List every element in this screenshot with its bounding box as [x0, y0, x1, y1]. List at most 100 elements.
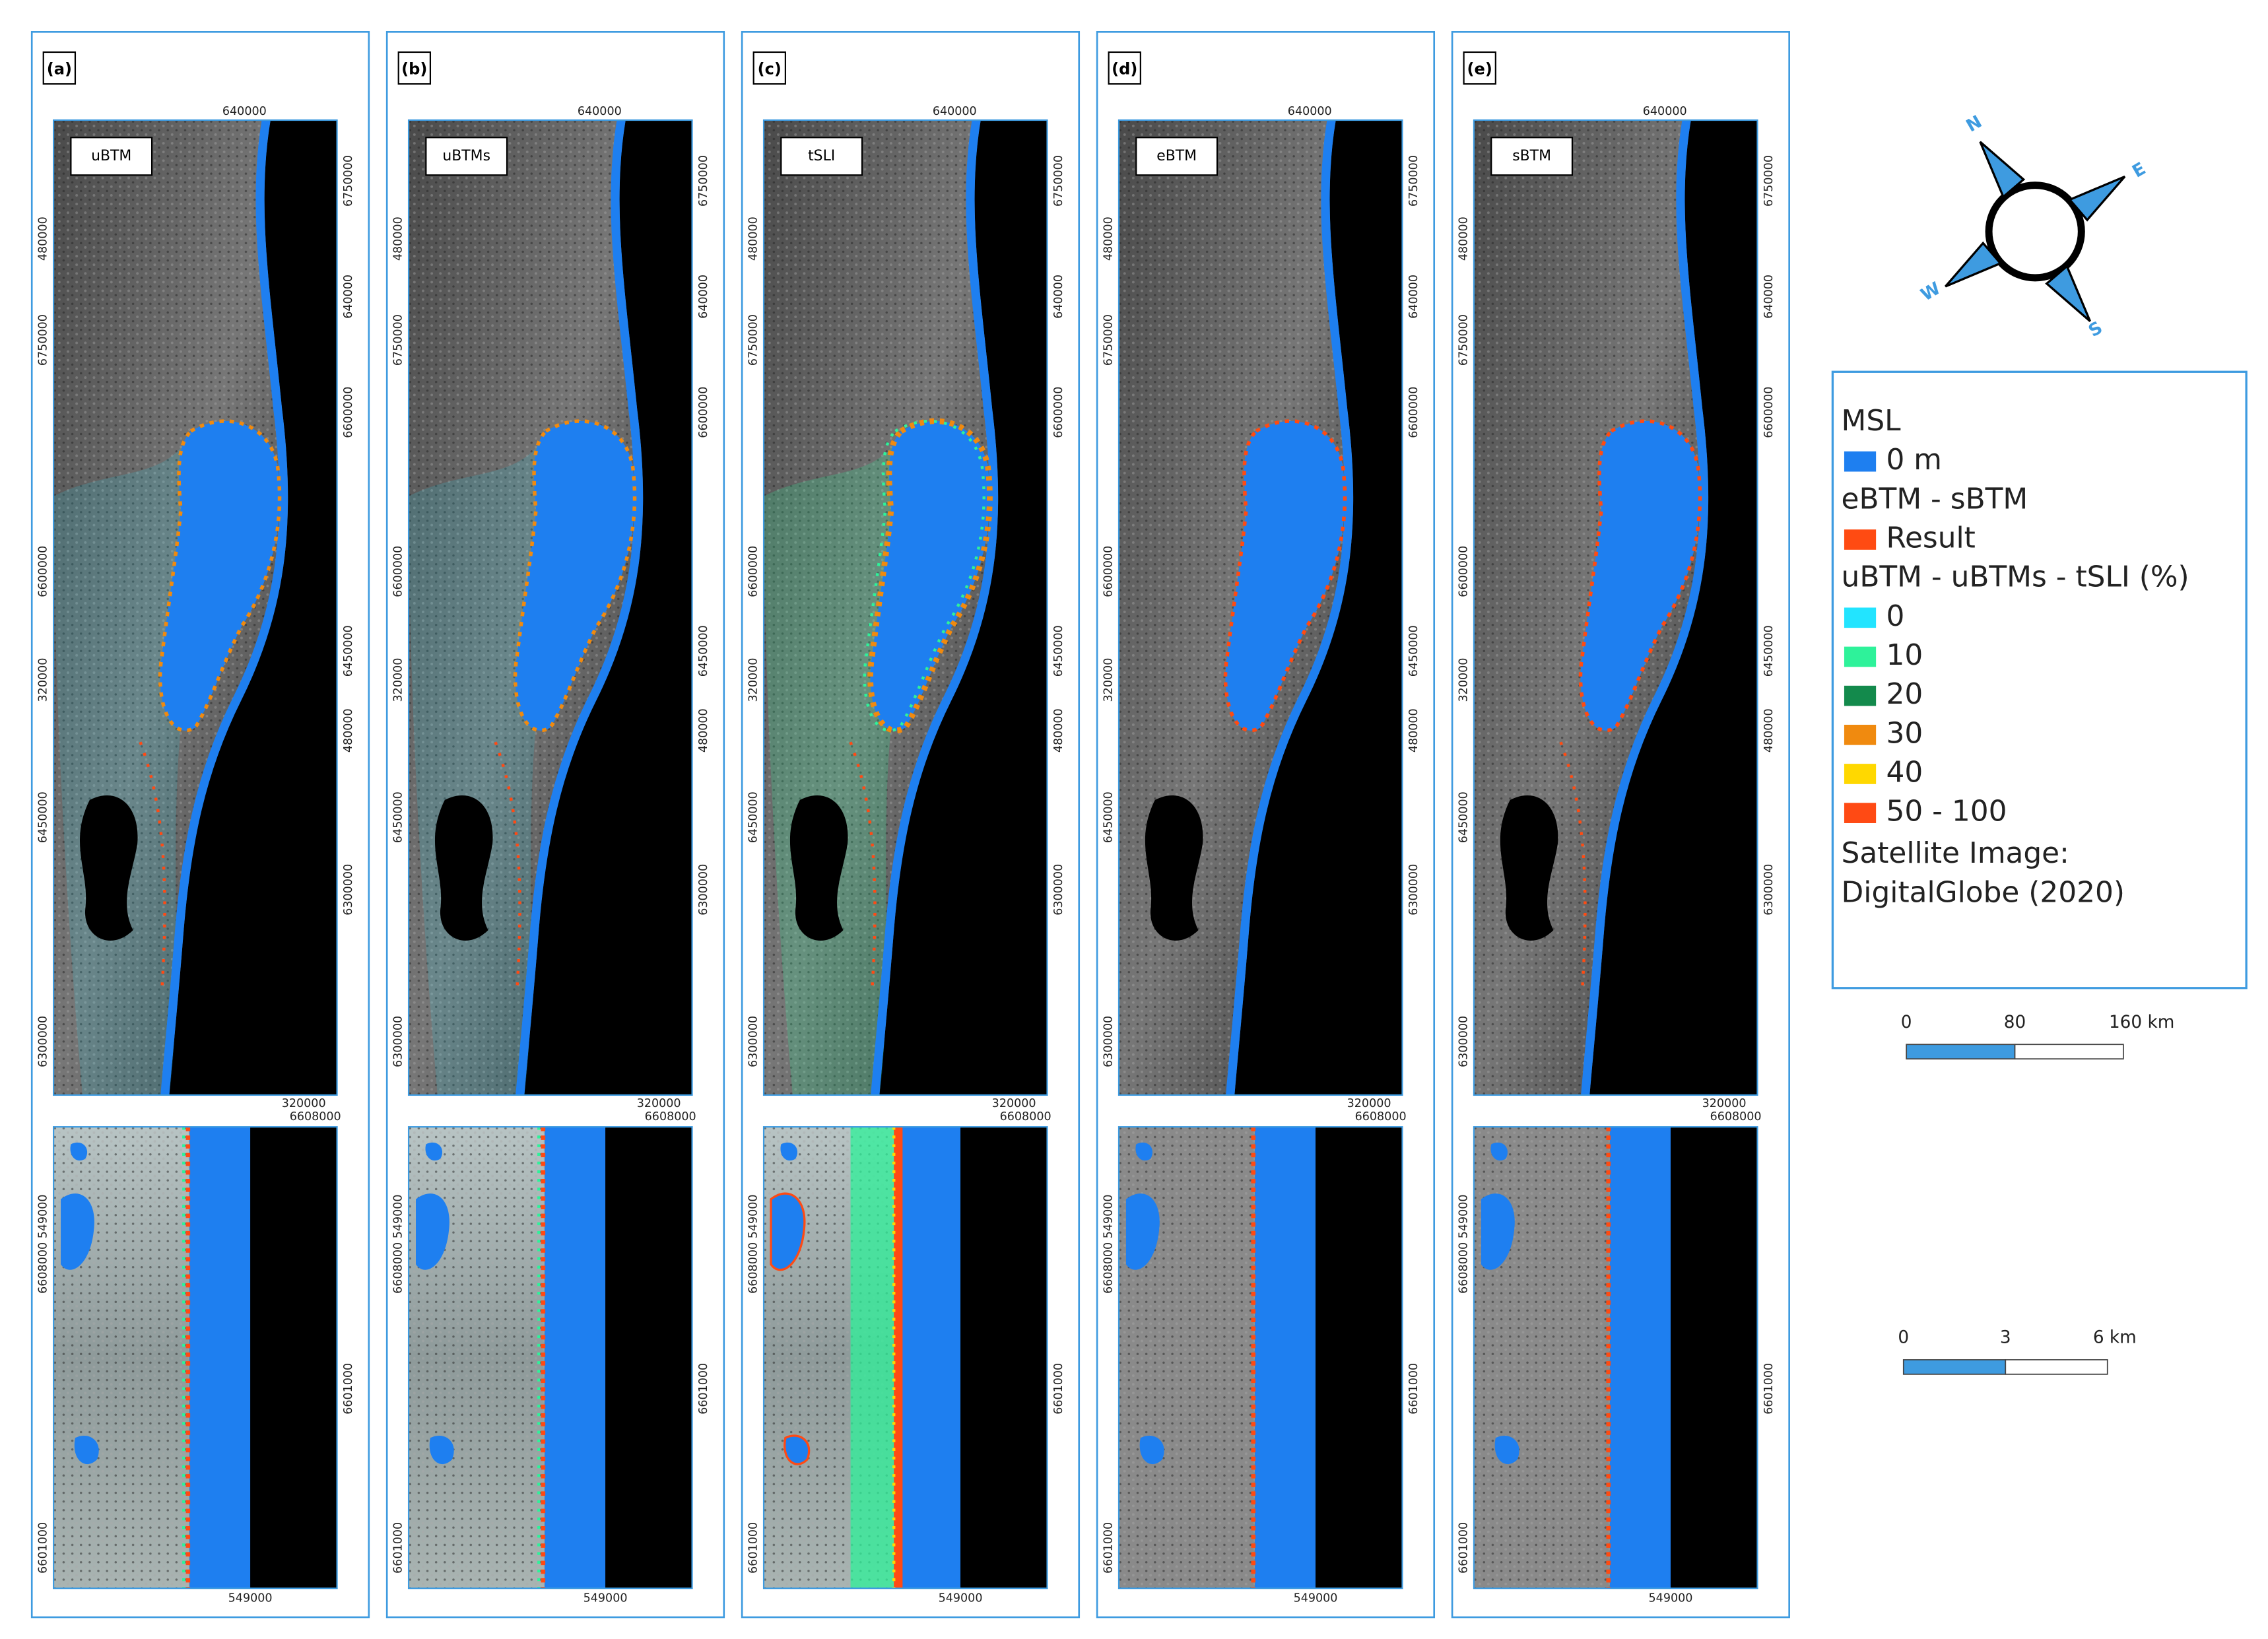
panel-label-box — [42, 51, 77, 85]
coordinate-label: 6750000 — [37, 314, 50, 366]
coordinate-label: 6601000 — [342, 1363, 355, 1415]
map-content — [409, 1127, 692, 1589]
lagoon — [870, 421, 990, 731]
coordinate-label: 6450000 — [1762, 625, 1776, 677]
coordinate-label: 549000 — [584, 1592, 628, 1605]
scale-bar-label: 0 — [1898, 1328, 1909, 1348]
inundation-edge — [139, 741, 166, 988]
map-title-box — [425, 137, 508, 176]
probability-band — [850, 1127, 900, 1589]
coordinate-label: 6608000 549000 — [37, 1194, 50, 1293]
sea-strip — [545, 1127, 606, 1589]
legend-swatch — [1844, 803, 1877, 823]
sea-strip — [1254, 1127, 1316, 1589]
coordinate-label: 6300000 — [1052, 864, 1065, 916]
barrier-strip — [1581, 119, 1709, 1095]
coordinate-label: 6608000 — [1000, 1110, 1051, 1123]
map-content — [1118, 119, 1403, 1095]
compass-arrow — [1945, 241, 2003, 288]
coordinate-label: 640000 — [697, 275, 710, 319]
coordinate-label: 6300000 — [747, 1016, 760, 1067]
compass-arrow — [1979, 141, 2026, 199]
coordinate-label: 6608000 549000 — [392, 1194, 405, 1293]
panel-label: (a) — [47, 59, 72, 78]
coordinate-label: 320000 — [37, 658, 50, 702]
coordinate-label: 640000 — [1643, 105, 1687, 118]
sea-strip — [900, 1127, 961, 1589]
map-content — [764, 119, 1048, 1095]
coordinate-label: 640000 — [1288, 105, 1332, 118]
coordinate-label: 480000 — [1102, 217, 1116, 261]
panel: (e) sBTM 640000 320000 480000 6750000 6600000 3… — [1451, 31, 1790, 1619]
scale-bar-segment — [2005, 1359, 2108, 1375]
inset-map: 6608000 549000 6608000 549000 6601000 660100… — [37, 1110, 355, 1605]
coordinate-label: 6450000 — [697, 625, 710, 677]
lake — [1145, 795, 1203, 941]
lagoon — [1225, 421, 1345, 731]
scale-bar-label: 3 — [2000, 1328, 2011, 1348]
map-title-box — [70, 137, 153, 176]
panel: (c) tSLI 640000 320000 480000 6750000 6600000 3… — [741, 31, 1081, 1619]
legend-source: DigitalGlobe (2020) — [1842, 875, 2125, 909]
coordinate-label: 6608000 — [645, 1110, 696, 1123]
map-title-box — [1490, 137, 1574, 176]
panel-label-box — [1108, 51, 1141, 85]
lake — [770, 1192, 806, 1271]
coordinate-label: 6300000 — [1102, 1016, 1116, 1067]
coordinate-label: 6601000 — [1762, 1363, 1776, 1415]
coordinate-label: 6608000 549000 — [747, 1194, 760, 1293]
coordinate-label: 320000 — [1457, 658, 1471, 702]
coordinate-label: 640000 — [342, 275, 355, 319]
coordinate-label: 6450000 — [1102, 791, 1116, 843]
coordinate-label: 640000 — [1407, 275, 1420, 319]
coordinate-label: 6601000 — [747, 1522, 760, 1574]
lake — [70, 1142, 88, 1161]
coordinate-label: 480000 — [1457, 217, 1471, 261]
coordinate-label: 6450000 — [1457, 791, 1471, 843]
panel-label: (d) — [1112, 59, 1137, 78]
coordinate-label: 6750000 — [1457, 314, 1471, 366]
legend-swatch — [1844, 529, 1877, 550]
coordinate-label: 6600000 — [37, 546, 50, 597]
coordinate-label: 480000 — [342, 708, 355, 753]
lake — [1494, 1435, 1519, 1465]
map-content — [53, 1127, 337, 1589]
inundation-edge — [494, 741, 521, 988]
coordinate-label: 6450000 — [1052, 625, 1065, 677]
coordinate-label: 6600000 — [697, 387, 710, 438]
coordinate-label: 6300000 — [1762, 864, 1776, 916]
map-title: tSLI — [808, 148, 835, 164]
compass-label: S — [2085, 318, 2106, 341]
coordinate-label: 6750000 — [747, 314, 760, 366]
map-title-box — [780, 137, 863, 176]
coordinate-label: 320000 — [282, 1097, 326, 1110]
inundation-edge — [867, 418, 993, 733]
coordinate-label: 480000 — [1052, 708, 1065, 753]
coordinate-label: 6750000 — [342, 155, 355, 207]
coordinate-label: 6300000 — [342, 864, 355, 916]
map-content — [409, 119, 692, 1095]
map-content — [1118, 1127, 1403, 1589]
coordinate-label: 6300000 — [697, 864, 710, 916]
map-frame — [1117, 1126, 1403, 1589]
coordinate-label: 6300000 — [37, 1016, 50, 1067]
coordinate-label: 6450000 — [37, 791, 50, 843]
lake — [434, 795, 493, 941]
vegetation-tint — [409, 431, 547, 1095]
legend-source: Satellite Image: — [1842, 836, 2069, 870]
panel-label: (b) — [401, 59, 427, 78]
lake — [425, 1142, 443, 1161]
coordinate-label: 6601000 — [1102, 1522, 1116, 1574]
scale-bar-label: 160 km — [2109, 1013, 2174, 1032]
map-content — [764, 1127, 1048, 1589]
map-title-box — [1135, 137, 1218, 176]
panel-label-box — [752, 51, 786, 85]
coordinate-label: 6300000 — [1457, 1016, 1471, 1067]
coordinate-label: 6608000 549000 — [1102, 1194, 1116, 1293]
coordinate-label: 640000 — [1762, 275, 1776, 319]
coordinate-label: 6300000 — [392, 1016, 405, 1067]
coordinate-label: 6600000 — [1052, 387, 1065, 438]
inundation-edge — [863, 419, 985, 732]
legend-swatch — [1844, 724, 1877, 745]
